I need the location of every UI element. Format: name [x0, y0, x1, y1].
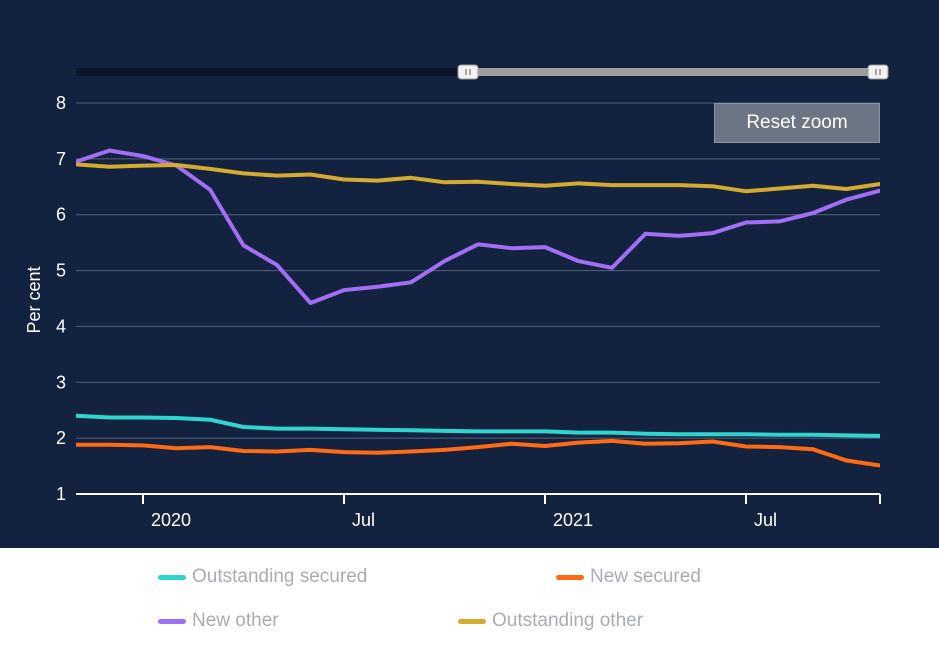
y-axis: 1 2 3 4 5 6 7 8 [56, 93, 66, 504]
y-tick-label: 5 [56, 261, 66, 281]
legend-label: New other [192, 610, 279, 631]
legend-item-new-other[interactable]: New other [158, 610, 279, 632]
series-line-new-other[interactable] [76, 148, 939, 305]
legend-label: Outstanding secured [192, 566, 368, 587]
navigator-selected-range[interactable] [468, 68, 880, 76]
legend-item-outstanding-other[interactable]: Outstanding other [458, 610, 643, 632]
x-tick-label: 2020 [151, 510, 191, 530]
y-tick-label: 3 [56, 372, 66, 392]
series-lines [76, 148, 939, 468]
y-axis-title: Per cent [24, 266, 44, 333]
x-tick-label: Jul [352, 510, 375, 530]
series-line-outstanding-secured[interactable] [76, 413, 939, 438]
legend: Outstanding secured New secured New other O… [0, 548, 939, 671]
y-tick-label: 1 [56, 484, 66, 504]
reset-zoom-button[interactable]: Reset zoom [714, 103, 880, 143]
x-tick-label: 2021 [553, 510, 593, 530]
legend-swatch [158, 618, 186, 624]
legend-item-new-secured[interactable]: New secured [556, 566, 701, 588]
y-tick-label: 6 [56, 205, 66, 225]
x-tick-label: Jul [754, 510, 777, 530]
y-tick-label: 4 [56, 316, 66, 336]
legend-swatch [158, 574, 186, 580]
gridlines [76, 102, 880, 439]
line-chart: 1 2 3 4 5 6 7 8 Per cent 2020 Jul 2021 Jul [24, 64, 939, 530]
navigator-right-handle[interactable] [867, 64, 889, 80]
navigator[interactable] [76, 64, 889, 80]
y-tick-label: 8 [56, 93, 66, 113]
series-line-outstanding-other[interactable] [76, 162, 939, 194]
x-axis: 2020 Jul 2021 Jul [76, 493, 881, 530]
legend-swatch [556, 574, 584, 580]
legend-swatch [458, 618, 486, 624]
y-tick-label: 2 [56, 428, 66, 448]
series-line-new-secured[interactable] [76, 438, 939, 468]
legend-label: Outstanding other [492, 610, 644, 631]
chart-panel: 1 2 3 4 5 6 7 8 Per cent 2020 Jul 2021 Jul Reset z… [0, 0, 939, 548]
y-tick-label: 7 [56, 149, 66, 169]
legend-item-outstanding-secured[interactable]: Outstanding secured [158, 566, 367, 588]
navigator-left-handle[interactable] [457, 64, 479, 80]
legend-label: New secured [590, 566, 701, 587]
